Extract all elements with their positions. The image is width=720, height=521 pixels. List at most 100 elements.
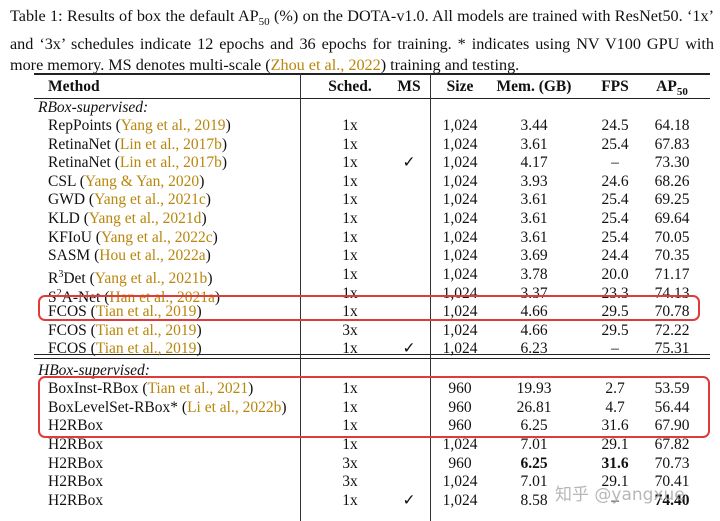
citation-link[interactable]: Yang et al., 2021b [94,270,208,288]
citation-link[interactable]: Lin et al., 2017b [119,136,222,153]
sched-cell: 1x [342,173,358,190]
sched-cell: 1x [342,117,358,134]
citation-link[interactable]: Yang et al., 2019 [120,117,226,134]
table-row: FCOS (Tian et al., 2019) 1x ✓ 1,024 6.23 – 75.… [34,339,710,358]
ap-cell: 71.17 [654,266,690,283]
sched-cell: 1x [342,285,358,302]
size-cell: 1,024 [442,340,478,357]
mem-cell: 4.66 [520,322,548,339]
table-row: BoxInst-RBox (Tian et al., 2021) 1x 960 19.… [34,379,710,398]
size-cell: 1,024 [442,322,478,339]
size-cell: 960 [448,417,472,434]
ap-cell: 70.41 [654,473,690,490]
method-cell: R3Det (Yang et al., 2021b) [48,269,213,288]
sched-cell: 1x [342,210,358,227]
ms-cell: ✓ [402,492,416,509]
citation-link[interactable]: Han et al., 2021a [109,289,215,307]
fps-cell: 25.4 [601,210,629,227]
table-row: H2RBox 1x ✓ 1,024 8.58 – 74.40 [34,491,710,510]
table-caption: Table 1: Results of box the default AP50… [10,7,714,75]
sched-cell: 1x [342,492,358,509]
table-row: GWD (Yang et al., 2021c) 1x 1,024 3.61 25.4 6… [34,190,710,209]
citation-link[interactable]: Yang et al., 2022c [100,229,213,246]
citation-link[interactable]: Yang & Yan, 2020 [84,173,200,190]
header-ap: AP50 [656,78,688,99]
ap-cell: 70.73 [654,455,690,472]
header-rule [34,98,710,99]
method-cell: H2RBox [48,492,104,509]
method-cell: FCOS (Tian et al., 2019) [48,322,202,339]
fps-cell: 29.5 [601,303,629,320]
table-row: RepPoints (Yang et al., 2019) 1x 1,024 3.44… [34,116,710,135]
header-size: Size [446,78,474,95]
fps-cell: 24.4 [601,247,629,264]
ap-cell: 74.13 [654,285,690,302]
mem-cell: 3.78 [520,266,548,283]
mem-cell: 4.17 [520,154,548,171]
citation-link[interactable]: Lin et al., 2017b [119,154,222,171]
mem-cell: 6.25 [520,455,548,472]
separator-rule [34,354,710,355]
fps-cell: 20.0 [601,266,629,283]
ap-cell: 67.90 [654,417,690,434]
table-row: FCOS (Tian et al., 2019) 1x 1,024 4.66 29.5 7… [34,302,710,321]
header-ms: MS [397,78,421,95]
citation-link[interactable]: Tian et al., 2019 [95,322,197,339]
table-row: BoxLevelSet-RBox* (Li et al., 2022b) 1x 96… [34,398,710,417]
ap-cell: 56.44 [654,399,690,416]
fps-cell: 25.4 [601,136,629,153]
mem-cell: 3.61 [520,229,548,246]
sched-cell: 1x [342,417,358,434]
citation-link[interactable]: Yang et al., 2021d [88,210,202,227]
group-label-hbox: HBox-supervised: [38,362,150,379]
size-cell: 960 [448,455,472,472]
method-cell: H2RBox [48,436,104,453]
table-row: FCOS (Tian et al., 2019) 3x 1,024 4.66 29.5 7… [34,321,710,340]
method-cell: BoxInst-RBox (Tian et al., 2021) [48,380,254,397]
ap-cell: 64.18 [654,117,690,134]
citation-link[interactable]: Tian et al., 2019 [95,340,197,357]
method-cell: S2A-Net (Han et al., 2021a) [48,288,221,307]
table-row: CSL (Yang & Yan, 2020) 1x 1,024 3.93 24.6 68.… [34,172,710,191]
ap-cell: 75.31 [654,340,690,357]
ap-subscript: 50 [258,16,270,29]
mem-cell: 7.01 [520,436,548,453]
method-cell: RetinaNet (Lin et al., 2017b) [48,136,228,153]
fps-cell: 25.4 [601,191,629,208]
size-cell: 1,024 [442,285,478,302]
citation-link[interactable]: Yang et al., 2021c [94,191,206,208]
mem-cell: 6.23 [520,340,548,357]
citation-link[interactable]: Tian et al., 2019 [95,303,197,320]
ap-cell: 73.30 [654,154,690,171]
mem-cell: 8.58 [520,492,548,509]
size-cell: 1,024 [442,136,478,153]
table-row: H2RBox 3x 960 6.25 31.6 70.73 [34,454,710,473]
sched-cell: 1x [342,380,358,397]
size-cell: 1,024 [442,154,478,171]
header-row: Method Sched. MS Size Mem. (GB) FPS AP50 [34,77,710,98]
ap-cell: 69.64 [654,210,690,227]
fps-cell: 23.3 [601,285,629,302]
fps-cell: 2.7 [605,380,625,397]
table-row: KLD (Yang et al., 2021d) 1x 1,024 3.61 25.4 6… [34,209,710,228]
table-row: SASM (Hou et al., 2022a) 1x 1,024 3.69 24.4 7… [34,246,710,265]
ms-cell: ✓ [402,340,416,357]
size-cell: 1,024 [442,247,478,264]
sched-cell: 1x [342,191,358,208]
sched-cell: 3x [342,455,358,472]
sched-cell: 1x [342,247,358,264]
method-cell: H2RBox [48,473,104,490]
citation-link[interactable]: Hou et al., 2022a [99,247,206,264]
mem-cell: 19.93 [516,380,552,397]
table-row: S2A-Net (Han et al., 2021a) 1x 1,024 3.37 23… [34,284,710,306]
citation-link[interactable]: Li et al., 2022b [187,399,282,416]
sched-cell: 1x [342,303,358,320]
fps-cell: 24.6 [601,173,629,190]
ap-cell: 69.25 [654,191,690,208]
sched-cell: 1x [342,154,358,171]
caption-citation[interactable]: Zhou et al., 2022 [270,56,381,75]
ap-cell: 67.83 [654,136,690,153]
method-cell: RepPoints (Yang et al., 2019) [48,117,231,134]
ap-cell: 70.35 [654,247,690,264]
citation-link[interactable]: Tian et al., 2021 [147,380,249,397]
